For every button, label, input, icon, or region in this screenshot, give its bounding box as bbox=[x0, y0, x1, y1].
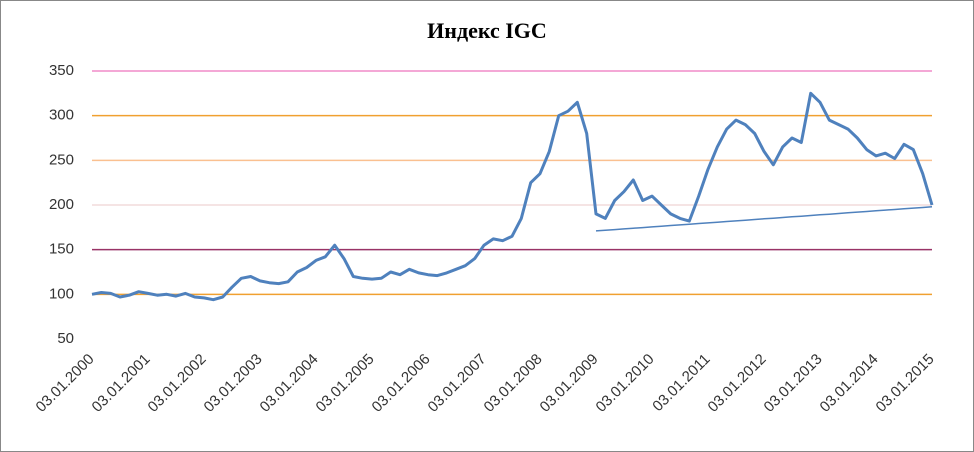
y-tick-label: 100 bbox=[49, 285, 74, 302]
chart-title: Индекс IGC bbox=[427, 18, 547, 43]
y-tick-label: 50 bbox=[57, 330, 74, 347]
y-tick-label: 300 bbox=[49, 107, 74, 124]
series-line bbox=[595, 206, 933, 232]
y-tick-label: 150 bbox=[49, 241, 74, 258]
series-line bbox=[91, 91, 934, 302]
y-tick-label: 250 bbox=[49, 151, 74, 168]
y-tick-label: 200 bbox=[49, 196, 74, 213]
y-tick-label: 350 bbox=[49, 62, 74, 79]
